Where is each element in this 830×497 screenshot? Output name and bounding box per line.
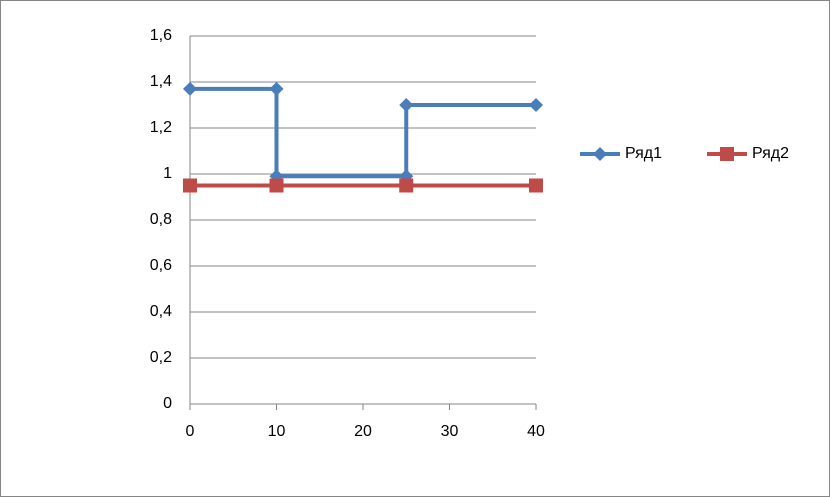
y-tick-label: 1 bbox=[163, 165, 172, 182]
y-tick-label: 1,2 bbox=[150, 119, 172, 136]
marker bbox=[269, 178, 284, 193]
x-tick-label: 0 bbox=[186, 423, 195, 440]
y-tick-label: 0,8 bbox=[150, 211, 172, 228]
marker bbox=[529, 178, 543, 193]
legend-marker bbox=[593, 147, 607, 161]
y-tick-label: 0 bbox=[163, 395, 172, 412]
x-tick-label: 10 bbox=[268, 423, 286, 440]
legend-label: Ряд1 bbox=[625, 145, 662, 162]
x-tick-label: 20 bbox=[354, 423, 372, 440]
legend-marker bbox=[720, 147, 734, 161]
y-tick-label: 0,4 bbox=[150, 303, 172, 320]
marker bbox=[269, 81, 284, 96]
marker bbox=[529, 98, 543, 112]
y-tick-label: 0,6 bbox=[150, 257, 172, 274]
y-tick-label: 1,6 bbox=[150, 27, 172, 44]
series-line bbox=[190, 86, 536, 179]
legend-label: Ряд2 bbox=[752, 145, 789, 162]
marker bbox=[183, 178, 197, 193]
marker bbox=[183, 81, 197, 96]
y-tick-label: 0,2 bbox=[150, 349, 172, 366]
x-tick-label: 40 bbox=[527, 423, 545, 440]
x-tick-label: 30 bbox=[441, 423, 459, 440]
marker bbox=[399, 98, 414, 112]
y-tick-label: 1,4 bbox=[150, 73, 172, 90]
marker bbox=[399, 178, 414, 193]
